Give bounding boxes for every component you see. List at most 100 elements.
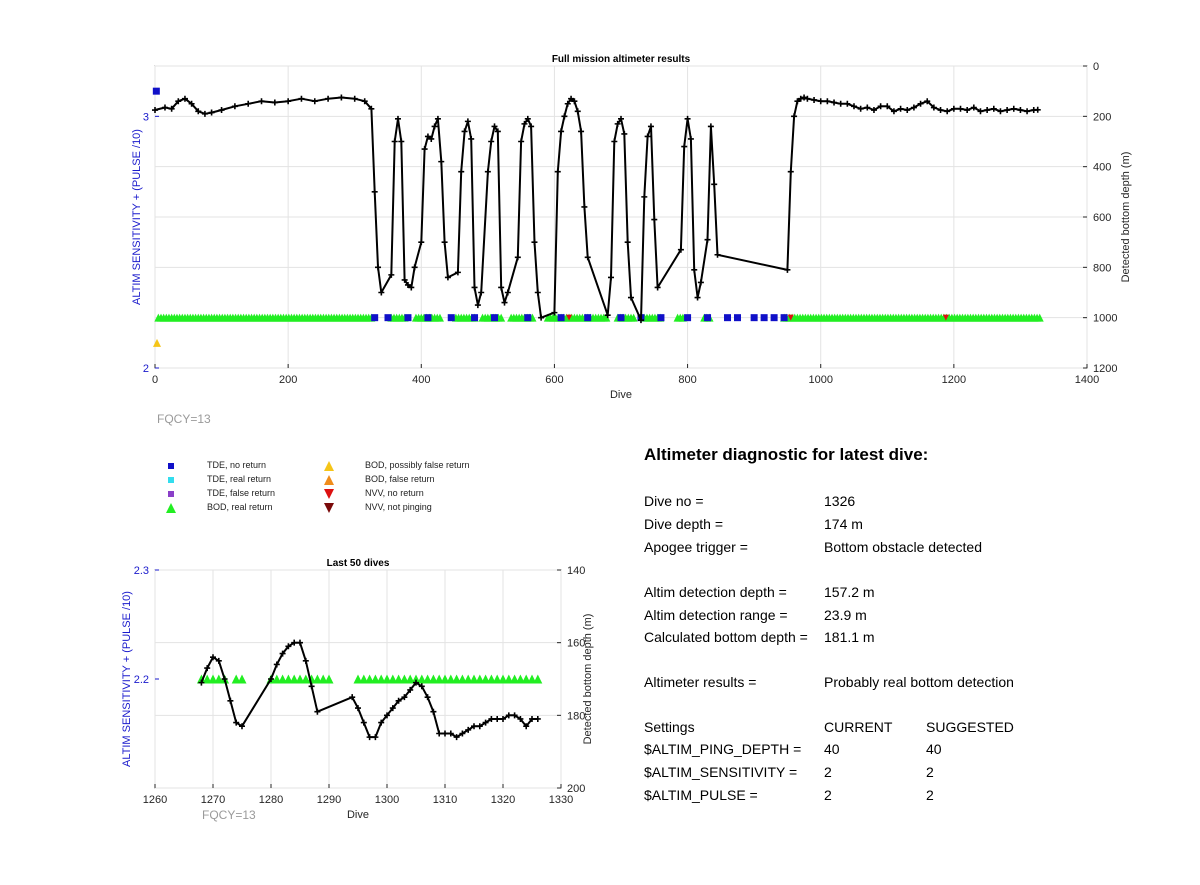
depth-point-marker [271, 99, 278, 106]
settings-current: 2 [824, 787, 832, 803]
depth-point-marker [714, 251, 721, 258]
x-tick-label: 1270 [201, 794, 225, 806]
settings-suggested: 2 [926, 787, 934, 803]
depth-point-marker [568, 95, 575, 102]
legend-label: TDE, false return [207, 488, 276, 498]
depth-point-marker [161, 104, 168, 111]
depth-point-marker [152, 107, 158, 114]
bod-real-return-marker [498, 674, 508, 684]
x-axis-label: Dive [347, 809, 369, 821]
depth-point-marker [181, 95, 188, 102]
x-tick-label: 600 [545, 374, 563, 386]
green-triangle-icon [166, 503, 176, 513]
y-tick-label-right: 200 [1093, 111, 1111, 123]
y-axis-label-left: ALTIM SENSITIVITY + (PULSE /10) [121, 591, 133, 767]
tde-no-return-marker [491, 314, 499, 322]
tde-no-return-marker [371, 314, 379, 322]
depth-point-marker [523, 723, 530, 730]
depth-point-marker [482, 719, 489, 726]
bod-real-return-marker [214, 674, 224, 684]
x-tick-label: 800 [678, 374, 696, 386]
depth-point-marker [444, 274, 451, 281]
depth-point-marker [434, 115, 441, 122]
tde-no-return-marker [750, 314, 758, 322]
tde-no-return-marker [384, 314, 392, 322]
yellow-triangle-icon [324, 461, 334, 471]
depth-point-marker [404, 281, 411, 288]
depth-point-marker [910, 104, 917, 111]
depth-point-marker [258, 98, 265, 105]
y-tick-label-right: 1000 [1093, 313, 1117, 325]
bod-real-return-marker [481, 674, 491, 684]
x-tick-label: 400 [412, 374, 430, 386]
bod-real-return-marker [428, 674, 438, 684]
bod-real-return-marker [394, 674, 404, 684]
legend-label: BOD, possibly false return [365, 460, 470, 470]
y-tick-label-right: 400 [1093, 162, 1111, 174]
depth-point-marker [711, 181, 718, 188]
depth-point-marker [654, 284, 661, 291]
y-tick-label-right: 160 [567, 638, 585, 650]
x-tick-label: 1200 [942, 374, 966, 386]
depth-point-marker [210, 654, 216, 661]
bod-real-return-marker [533, 674, 543, 684]
depth-point-marker [581, 203, 588, 210]
x-tick-label: 1280 [259, 794, 283, 806]
depth-point-marker [302, 657, 309, 664]
bod-real-return-marker [295, 674, 305, 684]
bod-real-return-marker [521, 674, 531, 684]
depth-point-marker [408, 284, 415, 291]
diag-key: Dive no = [644, 493, 704, 509]
depth-point-marker [218, 107, 225, 114]
tde-no-return-marker [724, 314, 732, 322]
y-tick-label-right: 140 [567, 565, 585, 577]
x-tick-label: 200 [279, 374, 297, 386]
bod-real-return-marker [463, 674, 473, 684]
depth-point-marker [351, 95, 358, 102]
depth-point-marker [436, 730, 443, 737]
depth-point-marker [627, 294, 634, 301]
depth-point-marker [924, 98, 931, 105]
legend-label: NVV, not pinging [365, 502, 432, 512]
bod-real-return-marker [475, 674, 485, 684]
depth-point-marker [614, 120, 621, 127]
depth-point-marker [684, 115, 691, 122]
bod-real-return-marker [1035, 313, 1044, 322]
depth-point-marker [1024, 108, 1031, 115]
depth-point-marker [195, 108, 202, 115]
depth-point-marker [561, 113, 568, 120]
y-tick-label-left: 2 [143, 363, 149, 375]
depth-point-marker [459, 730, 466, 737]
depth-point-marker [285, 643, 292, 650]
depth-point-marker [681, 143, 688, 150]
depth-point-marker [950, 105, 957, 112]
fqcy-top-label: FQCY=13 [157, 412, 211, 426]
depth-point-marker [518, 138, 525, 145]
legend-label: TDE, real return [207, 474, 272, 484]
purple-square-icon [168, 491, 174, 497]
depth-point-marker [501, 299, 508, 306]
tde-no-return-marker [447, 314, 455, 322]
y-tick-label-right: 1200 [1093, 363, 1117, 375]
bod-real-return-marker [452, 674, 462, 684]
depth-point-marker [227, 697, 234, 704]
depth-point-marker [787, 168, 794, 175]
bod-real-return-marker [289, 674, 299, 684]
depth-point-marker [624, 239, 631, 246]
depth-point-marker [641, 193, 648, 200]
depth-point-marker [221, 676, 228, 682]
legend-label: BOD, false return [365, 474, 435, 484]
depth-point-marker [201, 110, 208, 117]
depth-point-marker [424, 694, 431, 701]
depth-point-marker [413, 679, 419, 686]
depth-point-marker [534, 289, 541, 296]
bod-real-return-marker [417, 674, 427, 684]
y-tick-label-right: 180 [567, 710, 585, 722]
depth-point-marker [441, 239, 448, 246]
bod-real-return-marker [272, 674, 282, 684]
settings-current: 2 [824, 764, 832, 780]
depth-point-marker [990, 105, 997, 112]
depth-point-marker [551, 309, 558, 316]
depth-point-marker [394, 115, 401, 122]
